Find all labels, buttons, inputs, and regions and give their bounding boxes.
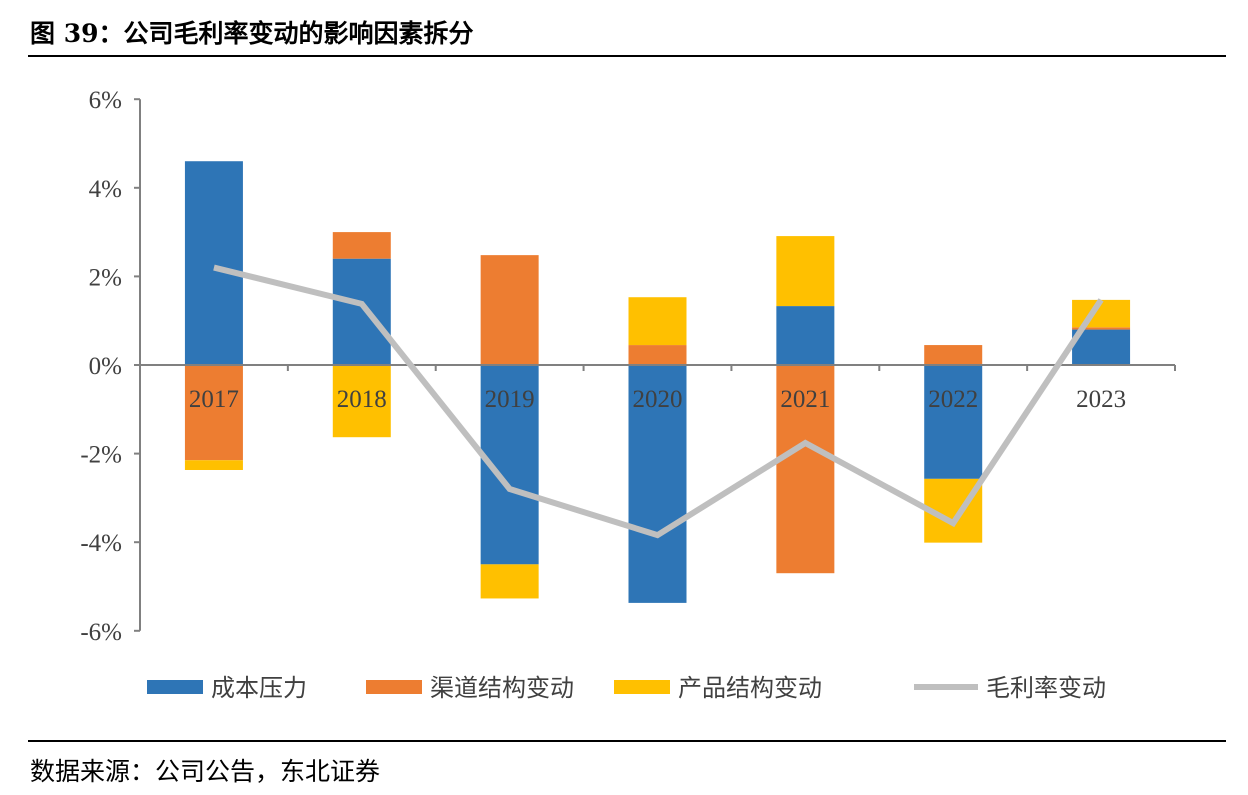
bar-成本压力-2022 bbox=[924, 365, 983, 479]
x-tick-label: 2020 bbox=[633, 386, 683, 413]
y-tick-label: -2% bbox=[80, 442, 122, 469]
y-tick-label: 2% bbox=[89, 264, 122, 291]
bar-成本压力-2023 bbox=[1072, 329, 1131, 365]
bar-渠道结构变动-2018 bbox=[332, 232, 391, 259]
y-tick-label: 6% bbox=[89, 87, 122, 114]
legend-swatch bbox=[614, 680, 670, 694]
y-tick-label: -4% bbox=[80, 530, 122, 557]
bar-渠道结构变动-2021 bbox=[776, 365, 835, 574]
bar-渠道结构变动-2020 bbox=[628, 345, 687, 365]
bar-成本压力-2021 bbox=[776, 306, 835, 365]
bar-成本压力-2018 bbox=[332, 258, 391, 365]
legend-label: 毛利率变动 bbox=[986, 674, 1106, 702]
bar-渠道结构变动-2017 bbox=[184, 365, 243, 461]
x-tick-label: 2023 bbox=[1076, 386, 1126, 413]
x-tick-label: 2022 bbox=[928, 386, 978, 413]
bar-产品结构变动-2021 bbox=[776, 236, 835, 307]
source-rule bbox=[28, 740, 1226, 742]
bar-产品结构变动-2019 bbox=[480, 564, 539, 599]
legend-label: 成本压力 bbox=[211, 674, 307, 702]
bar-产品结构变动-2018 bbox=[332, 365, 391, 438]
x-tick-label: 2021 bbox=[780, 386, 830, 413]
x-tick-label: 2017 bbox=[189, 386, 239, 413]
figure-title: 图 39：公司毛利率变动的影响因素拆分 bbox=[30, 19, 474, 48]
bar-产品结构变动-2017 bbox=[184, 460, 243, 470]
legend-label: 渠道结构变动 bbox=[430, 674, 574, 702]
legend-label: 产品结构变动 bbox=[678, 674, 822, 702]
x-tick-label: 2018 bbox=[337, 386, 387, 413]
bar-成本压力-2017 bbox=[184, 161, 243, 365]
y-tick-label: 0% bbox=[89, 353, 122, 380]
legend-swatch bbox=[366, 680, 422, 694]
bar-渠道结构变动-2019 bbox=[480, 255, 539, 365]
y-tick-label: 4% bbox=[89, 176, 122, 203]
legend-swatch bbox=[147, 680, 203, 694]
bar-成本压力-2020 bbox=[628, 365, 687, 603]
y-tick-label: -6% bbox=[80, 619, 122, 646]
bar-渠道结构变动-2023 bbox=[1072, 327, 1131, 330]
title-rule bbox=[28, 55, 1226, 57]
source-note: 数据来源：公司公告，东北证券 bbox=[30, 757, 381, 786]
bar-渠道结构变动-2022 bbox=[924, 345, 983, 365]
x-tick-label: 2019 bbox=[485, 386, 535, 413]
bar-产品结构变动-2020 bbox=[628, 297, 687, 346]
